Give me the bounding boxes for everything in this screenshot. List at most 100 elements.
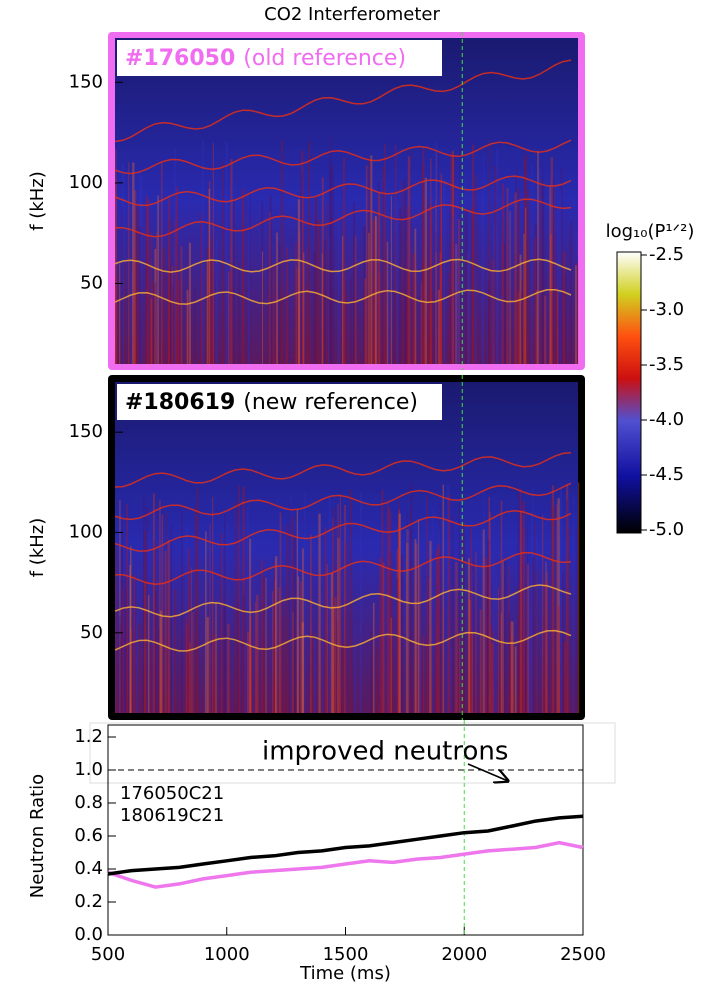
- spectrogram-streak: [523, 158, 527, 364]
- spectrogram-streak: [550, 157, 553, 364]
- spectrogram-streak: [136, 198, 138, 364]
- spectrogram-streak: [147, 531, 150, 713]
- spectrogram-streak: [363, 226, 366, 364]
- spectrogram-streak: [500, 295, 503, 364]
- spectrogram-streak: [139, 226, 142, 364]
- spectrogram-streak: [519, 254, 522, 364]
- spectrogram-streak: [322, 594, 324, 713]
- spectrogram-streak: [154, 592, 157, 713]
- y-tick-label: 50: [80, 273, 103, 294]
- spectrogram-streak: [483, 489, 485, 713]
- x-tick-label: 500: [91, 944, 125, 965]
- colorbar-tick-label: -2.5: [649, 244, 684, 265]
- spectrogram-streak: [162, 248, 166, 364]
- annotation-box: [89, 722, 616, 784]
- spectrogram-streak: [419, 641, 422, 713]
- spectrogram-streak: [563, 641, 567, 713]
- colorbar: [616, 251, 642, 534]
- shot-label-box: [117, 384, 442, 420]
- spectrogram-streak: [469, 230, 471, 364]
- spectrogram-streak: [194, 506, 197, 713]
- spectrogram-streak: [115, 148, 117, 364]
- spectrogram-streak: [140, 175, 143, 364]
- spectrogram-streak: [488, 497, 491, 713]
- spectrogram-streak: [574, 265, 577, 364]
- spectrogram-streak: [243, 594, 245, 713]
- spectrogram-streak: [295, 242, 297, 364]
- spectrogram-streak: [155, 281, 158, 364]
- spectrogram-streak: [489, 511, 491, 713]
- spectrogram-streak: [208, 188, 210, 364]
- spectrogram-streak: [521, 279, 523, 364]
- spectrogram-streak: [298, 230, 300, 364]
- spectrogram-streak: [405, 296, 408, 364]
- spectrogram-streak: [115, 179, 117, 364]
- spectrogram-streak: [508, 613, 511, 713]
- spectrogram-streak: [413, 276, 416, 364]
- spectrogram-streak: [248, 232, 251, 364]
- legend-entry: 176050C21: [120, 783, 224, 804]
- spectrogram-streak: [279, 512, 282, 713]
- series-line: [107, 814, 584, 876]
- spectrogram-streak: [515, 272, 518, 364]
- spectrogram-streak: [212, 496, 214, 713]
- y-tick-label: 50: [80, 622, 103, 643]
- spectrogram-streak: [185, 618, 188, 713]
- spectrogram-streak: [484, 557, 488, 713]
- spectrogram-streak: [332, 508, 335, 713]
- spectrogram-streak: [274, 579, 276, 713]
- spectrogram-streak: [313, 250, 316, 364]
- spectrogram-streak: [241, 639, 244, 713]
- spectrogram-streak: [364, 278, 367, 364]
- y-tick-label: 0.6: [74, 825, 103, 846]
- spectrogram-streak: [451, 150, 454, 364]
- spectrogram-streak: [143, 530, 147, 713]
- spectrogram-streak: [557, 606, 560, 713]
- spectrogram-streak: [139, 173, 142, 364]
- spectrogram-streak: [345, 556, 348, 713]
- spectrogram-streak: [265, 578, 267, 713]
- spectrogram-streak: [535, 289, 538, 364]
- spectrogram-streak: [157, 195, 159, 364]
- y-tick-label: 100: [69, 172, 103, 193]
- spectrogram-streak: [543, 295, 547, 364]
- spectrogram-streak: [533, 522, 536, 713]
- spectrogram-streak: [140, 291, 142, 364]
- spectrogram-texture: [114, 451, 580, 713]
- annotation-arrow: [467, 763, 508, 781]
- spectrogram-streak: [272, 265, 275, 364]
- spectrogram-streak: [206, 617, 209, 713]
- y-tick-label: 0.8: [74, 792, 103, 813]
- spectrogram-streak: [471, 141, 474, 364]
- y-tick-label: 1.0: [74, 759, 103, 780]
- spectrogram-streak: [439, 503, 441, 713]
- spectrogram-streak: [398, 501, 400, 713]
- spectrogram-streak: [500, 500, 503, 713]
- spectrogram-streak: [233, 198, 235, 364]
- spectrogram-streak: [196, 487, 199, 713]
- spectrogram-streak: [527, 582, 531, 713]
- spectrogram-streak: [130, 270, 133, 364]
- spectrogram-streak: [393, 293, 397, 364]
- spectrogram-streak: [389, 552, 392, 713]
- spectrogram-streak: [564, 273, 567, 364]
- spectrogram-streak: [392, 617, 395, 713]
- shot-number: #180619: [125, 390, 235, 415]
- spectrogram-streak: [274, 561, 277, 713]
- spectrogram-streak: [115, 546, 118, 713]
- spectrogram-streak: [446, 484, 450, 713]
- spectrogram-streak: [164, 551, 167, 713]
- spectrogram-streak: [326, 564, 329, 713]
- spectrogram-streak: [407, 156, 411, 364]
- spectrogram-streak: [212, 142, 214, 364]
- spectrogram-streak: [435, 199, 437, 364]
- spectrogram-streak: [344, 640, 346, 713]
- spectrogram-streak: [458, 503, 461, 713]
- spectrogram-streak: [337, 503, 339, 713]
- spectrogram-streak: [154, 541, 156, 713]
- spectrogram-streak: [301, 622, 304, 713]
- spectrogram-streak: [469, 634, 472, 713]
- spectrogram-streak: [150, 645, 153, 713]
- spectrogram-streak: [572, 494, 575, 713]
- spectrogram-streak: [488, 139, 491, 364]
